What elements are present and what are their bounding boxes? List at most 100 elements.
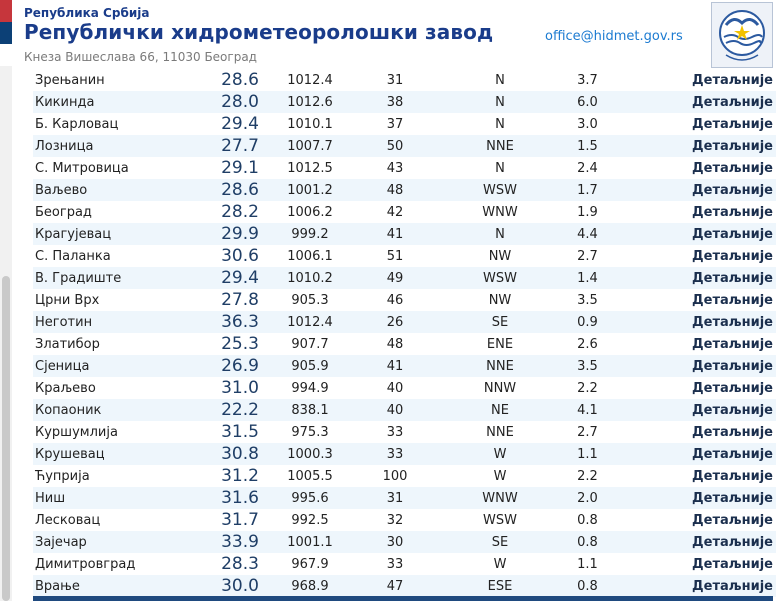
flag-stripe-white (0, 44, 12, 66)
table-row: Куршумлија 31.5 975.3 33 NNE 2.7 Детаљније (33, 421, 776, 443)
pressure-value: 907.7 (270, 333, 350, 355)
details-link[interactable]: Детаљније (615, 531, 776, 553)
station-name: Крушевац (33, 443, 210, 465)
temperature-value: 31.2 (210, 465, 270, 487)
wind-direction-value: SE (440, 531, 560, 553)
pressure-value: 1012.6 (270, 91, 350, 113)
humidity-value: 31 (350, 69, 440, 91)
humidity-value: 100 (350, 465, 440, 487)
pressure-value: 1000.3 (270, 443, 350, 465)
details-link[interactable]: Детаљније (615, 377, 776, 399)
wind-speed-value: 4.1 (560, 399, 615, 421)
table-row: Копаоник 22.2 838.1 40 NE 4.1 Детаљније (33, 399, 776, 421)
station-name: Сјеница (33, 355, 210, 377)
wind-speed-value: 3.5 (560, 355, 615, 377)
humidity-value: 33 (350, 443, 440, 465)
details-link[interactable]: Детаљније (615, 201, 776, 223)
table-row: Црни Врх 27.8 905.3 46 NW 3.5 Детаљније (33, 289, 776, 311)
wind-direction-value: ENE (440, 333, 560, 355)
flag-stripe-blue (0, 22, 12, 44)
details-link[interactable]: Детаљније (615, 289, 776, 311)
details-link[interactable]: Детаљније (615, 223, 776, 245)
station-name: Кикинда (33, 91, 210, 113)
table-row: Крушевац 30.8 1000.3 33 W 1.1 Детаљније (33, 443, 776, 465)
details-link[interactable]: Детаљније (615, 355, 776, 377)
details-link[interactable]: Детаљније (615, 421, 776, 443)
details-link[interactable]: Детаљније (615, 465, 776, 487)
bottom-border-bar (33, 596, 773, 601)
table-row: Димитровград 28.3 967.9 33 W 1.1 Детаљније (33, 553, 776, 575)
station-name: Неготин (33, 311, 210, 333)
pressure-value: 999.2 (270, 223, 350, 245)
station-name: Куршумлија (33, 421, 210, 443)
wind-direction-value: NNE (440, 135, 560, 157)
humidity-value: 41 (350, 223, 440, 245)
details-link[interactable]: Детаљније (615, 333, 776, 355)
details-link[interactable]: Детаљније (615, 91, 776, 113)
temperature-value: 30.0 (210, 575, 270, 597)
scrollbar-thumb[interactable] (2, 276, 10, 601)
temperature-value: 29.9 (210, 223, 270, 245)
humidity-value: 41 (350, 355, 440, 377)
email-link[interactable]: office@hidmet.gov.rs (545, 29, 683, 44)
details-link[interactable]: Детаљније (615, 157, 776, 179)
table-row: Крагујевац 29.9 999.2 41 N 4.4 Детаљније (33, 223, 776, 245)
station-name: Зајечар (33, 531, 210, 553)
details-link[interactable]: Детаљније (615, 113, 776, 135)
institute-title[interactable]: Републички хидрометеоролошки завод (24, 20, 494, 44)
temperature-value: 26.9 (210, 355, 270, 377)
pressure-value: 1001.2 (270, 179, 350, 201)
station-name: Црни Врх (33, 289, 210, 311)
humidity-value: 30 (350, 531, 440, 553)
table-row: Лесковац 31.7 992.5 32 WSW 0.8 Детаљније (33, 509, 776, 531)
wind-speed-value: 1.1 (560, 553, 615, 575)
page-scrollbar[interactable] (0, 66, 12, 601)
wind-speed-value: 2.2 (560, 465, 615, 487)
details-link[interactable]: Детаљније (615, 575, 776, 597)
details-link[interactable]: Детаљније (615, 179, 776, 201)
details-link[interactable]: Детаљније (615, 135, 776, 157)
details-link[interactable]: Детаљније (615, 267, 776, 289)
temperature-value: 29.4 (210, 267, 270, 289)
station-name: Крагујевац (33, 223, 210, 245)
humidity-value: 48 (350, 179, 440, 201)
pressure-value: 995.6 (270, 487, 350, 509)
pressure-value: 1005.5 (270, 465, 350, 487)
station-name: Ћуприја (33, 465, 210, 487)
wind-speed-value: 2.4 (560, 157, 615, 179)
humidity-value: 48 (350, 333, 440, 355)
institute-logo[interactable] (711, 2, 773, 68)
details-link[interactable]: Детаљније (615, 69, 776, 91)
table-row: С. Паланка 30.6 1006.1 51 NW 2.7 Детаљније (33, 245, 776, 267)
wind-speed-value: 2.7 (560, 421, 615, 443)
wind-direction-value: ESE (440, 575, 560, 597)
details-link[interactable]: Детаљније (615, 487, 776, 509)
wind-speed-value: 1.5 (560, 135, 615, 157)
pressure-value: 1010.1 (270, 113, 350, 135)
temperature-value: 28.6 (210, 179, 270, 201)
wind-speed-value: 0.8 (560, 509, 615, 531)
details-link[interactable]: Детаљније (615, 509, 776, 531)
temperature-value: 27.7 (210, 135, 270, 157)
humidity-value: 49 (350, 267, 440, 289)
details-link[interactable]: Детаљније (615, 311, 776, 333)
temperature-value: 27.8 (210, 289, 270, 311)
serbia-flag-strip (0, 0, 12, 66)
details-link[interactable]: Детаљније (615, 553, 776, 575)
temperature-value: 36.3 (210, 311, 270, 333)
table-row: Кикинда 28.0 1012.6 38 N 6.0 Детаљније (33, 91, 776, 113)
table-row: Ниш 31.6 995.6 31 WNW 2.0 Детаљније (33, 487, 776, 509)
details-link[interactable]: Детаљније (615, 443, 776, 465)
pressure-value: 1006.2 (270, 201, 350, 223)
details-link[interactable]: Детаљније (615, 399, 776, 421)
table-row: Златибор 25.3 907.7 48 ENE 2.6 Детаљније (33, 333, 776, 355)
wind-direction-value: W (440, 553, 560, 575)
station-name: Зрењанин (33, 69, 210, 91)
details-link[interactable]: Детаљније (615, 245, 776, 267)
table-row: Зрењанин 28.6 1012.4 31 N 3.7 Детаљније (33, 69, 776, 91)
wind-speed-value: 3.5 (560, 289, 615, 311)
temperature-value: 30.8 (210, 443, 270, 465)
wind-direction-value: NNW (440, 377, 560, 399)
pressure-value: 905.3 (270, 289, 350, 311)
pressure-value: 1010.2 (270, 267, 350, 289)
